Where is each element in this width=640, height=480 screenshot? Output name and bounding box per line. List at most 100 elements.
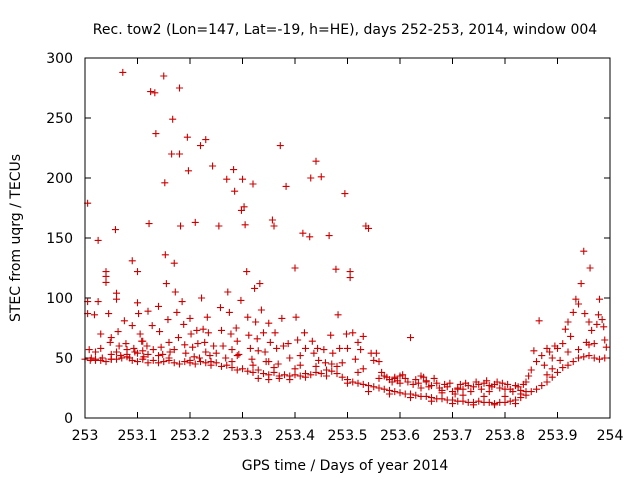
data-point (256, 280, 264, 288)
data-point (249, 368, 257, 376)
data-point (332, 265, 340, 273)
data-point (97, 330, 105, 338)
data-point (501, 398, 509, 406)
data-point (171, 288, 179, 296)
data-point (559, 340, 567, 348)
data-point (349, 378, 357, 386)
data-point (203, 313, 211, 321)
data-point (94, 298, 102, 306)
data-point (212, 359, 220, 367)
data-point (586, 264, 594, 272)
data-point (197, 142, 204, 150)
data-point (246, 344, 254, 352)
data-point (572, 295, 580, 303)
data-point (197, 358, 204, 366)
data-point (538, 352, 546, 360)
data-point (180, 320, 188, 328)
data-point (501, 392, 509, 400)
data-point (113, 289, 120, 297)
data-point (336, 344, 344, 352)
data-point (506, 397, 514, 405)
data-point (113, 348, 120, 356)
data-point (170, 359, 178, 367)
data-point (407, 394, 414, 402)
data-point (370, 383, 378, 391)
data-point (265, 358, 273, 366)
data-point (548, 365, 556, 373)
data-point (459, 391, 467, 399)
data-point (202, 359, 210, 367)
data-point (601, 354, 609, 362)
data-point (346, 268, 354, 276)
x-tick-label: 253.6 (380, 428, 420, 444)
data-point (210, 342, 218, 350)
data-point (585, 318, 593, 326)
data-point (161, 179, 169, 187)
data-point (139, 337, 147, 345)
data-point (228, 358, 236, 366)
data-point (222, 354, 230, 362)
data-point (590, 354, 598, 362)
x-axis-label: GPS time / Days of year 2014 (242, 458, 449, 474)
data-point (202, 348, 210, 356)
data-point (134, 268, 141, 276)
data-point (543, 371, 551, 379)
chart-title: Rec. tow2 (Lon=147, Lat=-19, h=HE), days… (93, 22, 597, 38)
data-point (496, 384, 504, 392)
data-point (449, 400, 456, 408)
data-point (178, 298, 186, 306)
data-point (317, 173, 325, 181)
data-point (585, 352, 593, 360)
data-point (312, 157, 320, 165)
data-point (128, 322, 136, 330)
data-point (239, 365, 246, 373)
x-tick-label: 253.7 (432, 428, 472, 444)
data-point (564, 348, 572, 356)
data-point (170, 346, 178, 354)
data-point (372, 349, 380, 357)
data-point (227, 330, 235, 338)
data-point (296, 352, 304, 360)
x-tick-label: 253.1 (117, 428, 157, 444)
data-point (102, 272, 110, 280)
data-point (546, 348, 554, 356)
data-point (504, 380, 512, 388)
data-point (291, 264, 299, 272)
data-point (391, 388, 399, 396)
data-point (299, 229, 307, 237)
data-point (233, 337, 241, 345)
data-point (249, 180, 257, 188)
data-point (543, 378, 551, 386)
data-point (191, 218, 199, 226)
data-point (92, 348, 99, 356)
data-point (365, 388, 372, 396)
data-point (422, 392, 430, 400)
data-point (428, 382, 435, 390)
data-point (113, 355, 120, 363)
data-point (359, 332, 367, 340)
data-point (498, 379, 506, 387)
data-point (123, 346, 131, 354)
data-point (446, 379, 454, 387)
data-point (342, 330, 350, 338)
data-point (160, 72, 168, 80)
data-point (148, 322, 156, 330)
data-point (265, 376, 273, 384)
data-point (156, 328, 164, 336)
data-point (564, 318, 572, 326)
data-point (216, 304, 224, 312)
y-tick-label: 200 (46, 171, 73, 187)
data-point (102, 358, 110, 366)
data-point (327, 331, 335, 339)
data-point (201, 338, 209, 346)
x-tick-label: 253 (72, 428, 99, 444)
data-point (166, 348, 174, 356)
data-point (312, 362, 320, 370)
data-point (600, 323, 608, 331)
data-point (302, 344, 309, 352)
data-point (187, 330, 195, 338)
data-point (225, 308, 233, 316)
data-point (533, 358, 540, 366)
data-point (144, 307, 152, 315)
data-point (291, 365, 299, 373)
